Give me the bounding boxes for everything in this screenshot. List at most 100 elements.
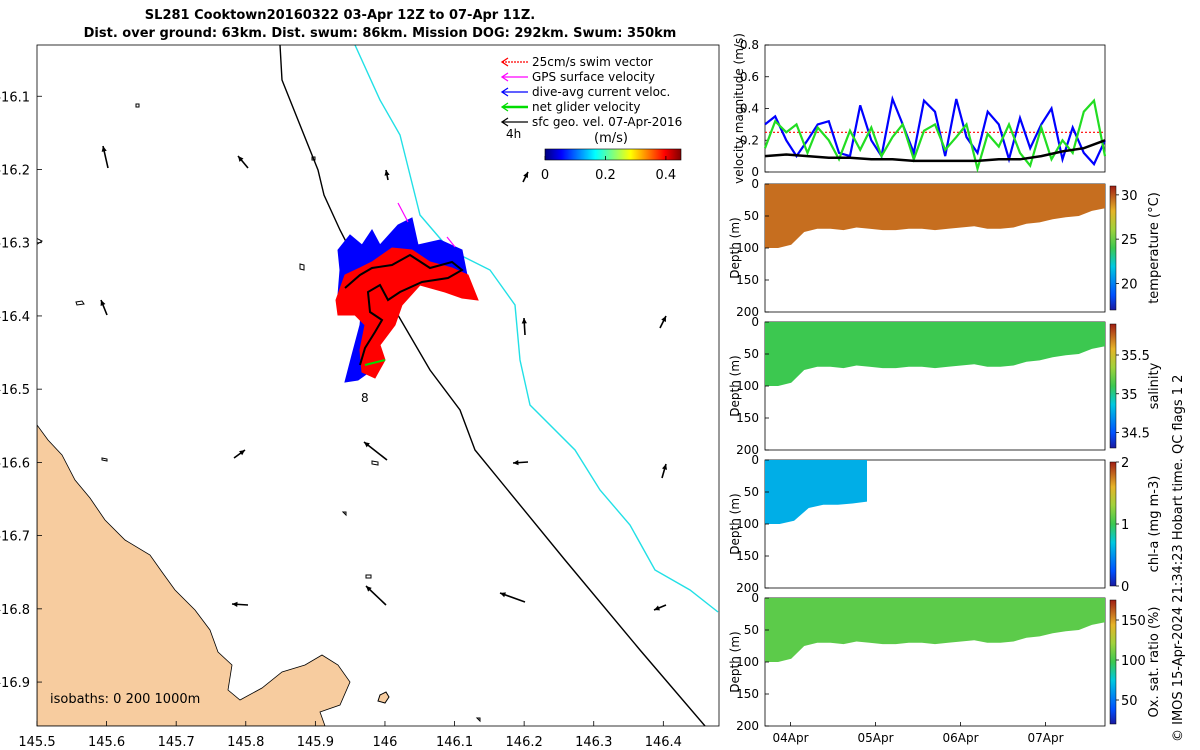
sfc-geo-velocity-arrow: [512, 460, 529, 466]
sfc-geo-velocity-arrow: [100, 299, 108, 316]
net-glider-velocity-arrow: [364, 359, 386, 366]
map-y-axis: -16.1 -16.2 -16.3 -16.4 -16.5 -16.6 -16.7 -16.8…: [0, 90, 42, 691]
x-tick-label: 145.9: [297, 735, 334, 750]
colorbar-tick-label: 34.5: [1121, 427, 1150, 442]
map-axes-frame: [36, 44, 720, 727]
sfc-geo-velocity-arrow: [233, 449, 246, 459]
sfc-geo-velocity-arrow: [237, 155, 249, 169]
time-label: 4h: [506, 127, 521, 141]
blue-series-line: [764, 95, 1106, 167]
green-arrow-icon: [500, 102, 528, 112]
depth-section-3: 0 50 100 150 200 Depth (m) 0 1 2 chl-a (mg m-3): [728, 453, 1162, 595]
day-label: 8: [361, 391, 369, 405]
sfc-geo-velocity-arrow: [384, 169, 390, 181]
y-tick-label: -16.4: [0, 310, 30, 325]
legend-entry: dive-avg current veloc.: [500, 85, 670, 99]
colorbar-tick-label: 0.2: [595, 168, 616, 183]
y-tick-label: 150: [736, 549, 759, 563]
y-tick-label: 0.6: [740, 70, 759, 84]
section-colorbar: [1109, 599, 1117, 725]
y-tick-label: 150: [736, 687, 759, 701]
y-tick-label: 200: [736, 305, 759, 319]
sfc-geo-velocity-arrow: [365, 585, 387, 606]
x-tick-label: 146.4: [645, 735, 682, 750]
black-series-line: [764, 139, 1106, 163]
sfc-geo-velocity-arrow: [363, 441, 388, 461]
section-colorbar: [1109, 323, 1117, 449]
colorbar-tick-label: 0: [1121, 580, 1129, 595]
y-tick-label: 0: [751, 177, 759, 191]
legend-entry: GPS surface velocity: [500, 70, 655, 84]
sfc-geo-velocity-arrow: [521, 317, 527, 336]
section-colorbar-label: chl-a (mg m-3): [1147, 476, 1162, 573]
sfc-geo-velocity-arrow: [101, 145, 109, 169]
sfc-geo-velocity-arrow: [661, 463, 668, 479]
y-tick-label: 0.8: [740, 38, 759, 52]
section-colorbar-label: temperature (°C): [1147, 192, 1162, 304]
y-tick-label: 50: [744, 485, 759, 499]
y-tick-label: 150: [736, 273, 759, 287]
section-data-fill: [765, 598, 1105, 662]
colorbar-tick-label: 150: [1121, 614, 1146, 629]
y-tick-label: 200: [736, 581, 759, 595]
x-tick-label: 145.8: [227, 735, 264, 750]
y-tick-label: 100: [736, 517, 759, 531]
x-tick-label: 145.6: [88, 735, 125, 750]
colorbar-tick-label: 0.4: [656, 168, 677, 183]
figure-title-line2: Dist. over ground: 63km. Dist. swum: 86k…: [83, 26, 677, 41]
colorbar-tick-label: 35: [1121, 388, 1138, 403]
sfc-geo-velocity-arrow: [522, 171, 529, 183]
y-tick-label: -16.7: [0, 530, 30, 545]
speed-colorbar: [544, 148, 682, 161]
y-tick-label: 50: [744, 623, 759, 637]
section-colorbar-label: salinity: [1147, 362, 1162, 409]
legend-label: 25cm/s swim vector: [532, 55, 653, 69]
y-tick-label: -16.9: [0, 676, 30, 691]
speed-colorbar-ticks: 0 0.2 0.4: [541, 156, 676, 183]
y-tick-label: 0: [751, 453, 759, 467]
y-tick-label: 100: [736, 379, 759, 393]
y-tick-label: 0: [751, 591, 759, 605]
y-tick-label: -16.5: [0, 383, 30, 398]
surface-geostrophic-arrows: [100, 145, 668, 611]
x-tick-label: 05Apr: [857, 731, 893, 745]
x-tick-label: 145.5: [18, 735, 55, 750]
x-tick-label: 146.2: [506, 735, 543, 750]
y-tick-label: 0: [751, 315, 759, 329]
y-tick-label: 0.2: [740, 133, 759, 147]
colorbar-tick-label: 1: [1121, 518, 1129, 533]
map-panel: 8 isobaths: 0 200 1000m 145.5 145.6 145.7 1…: [0, 44, 720, 750]
green-series-line: [763, 98, 1107, 174]
black-arrow-icon: [500, 117, 528, 127]
legend-entry: sfc geo. vel. 07-Apr-2016: [500, 115, 682, 129]
x-tick-label: 07Apr: [1027, 731, 1063, 745]
x-tick-label: 145.7: [158, 735, 195, 750]
y-tick-label: -16.8: [0, 603, 30, 618]
legend-label: dive-avg current veloc.: [532, 85, 670, 99]
small-islands: [37, 103, 481, 723]
sfc-geo-velocity-arrow: [499, 592, 526, 603]
legend-label: sfc geo. vel. 07-Apr-2016: [532, 115, 682, 129]
map-x-axis: 145.5 145.6 145.7 145.8 145.9 146 146.1 146.2 14…: [18, 721, 682, 750]
y-tick-label: 0.4: [740, 102, 759, 116]
section-data-fill: [765, 460, 867, 524]
y-tick-label: 0: [751, 165, 759, 179]
gps-surface-velocity-arrow: [397, 202, 409, 223]
gps-surface-velocity-arrow: [446, 236, 456, 248]
colorbar-tick-label: 100: [1121, 654, 1146, 669]
red-dotted-arrow-icon: [500, 57, 528, 67]
y-tick-label: 150: [736, 411, 759, 425]
swim-vector-fan: [335, 247, 479, 379]
section-colorbar: [1109, 185, 1117, 311]
sfc-geo-velocity-arrow: [231, 601, 249, 607]
section-ylabel: Depth (m): [728, 217, 742, 278]
x-tick-label: 146.3: [575, 735, 612, 750]
y-tick-label: -16.1: [0, 90, 30, 105]
colorbar-label: (m/s): [594, 131, 628, 146]
x-tick-label: 06Apr: [942, 731, 978, 745]
colorbar-tick-label: 25: [1121, 233, 1138, 248]
